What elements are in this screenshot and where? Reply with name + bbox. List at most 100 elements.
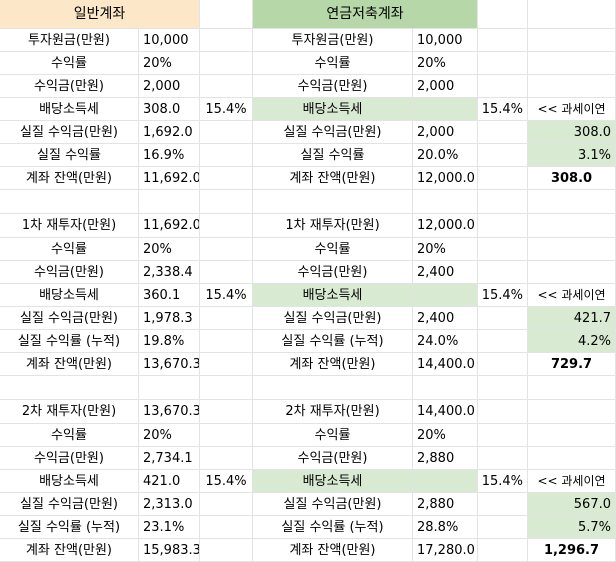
cell-r13-general-value[interactable]: 360.1 xyxy=(139,284,200,307)
cell-r4-general-rate[interactable] xyxy=(200,75,253,98)
cell-r4-general-value[interactable]: 2,000 xyxy=(139,75,200,98)
cell-r6-pension-label[interactable]: 실질 수익금(만원) xyxy=(253,121,413,144)
cell-r1-pension-label[interactable]: 연금저축계좌 xyxy=(253,0,478,29)
cell-r20-general-value[interactable]: 2,734.1 xyxy=(139,447,200,470)
cell-r13-pension-diff[interactable]: << 과세이연 xyxy=(528,284,616,307)
cell-r3-pension-value[interactable]: 20% xyxy=(413,52,478,75)
cell-r7-general-value[interactable]: 16.9% xyxy=(139,144,200,167)
cell-r24-general-label[interactable]: 계좌 잔액(만원) xyxy=(0,539,139,562)
cell-r21-general-rate[interactable]: 15.4% xyxy=(200,470,253,493)
cell-r21-general-value[interactable]: 421.0 xyxy=(139,470,200,493)
cell-r13-general-rate[interactable]: 15.4% xyxy=(200,284,253,307)
cell-r12-pension-value[interactable]: 2,400 xyxy=(413,261,478,284)
cell-r18-pension-diff[interactable] xyxy=(528,400,616,424)
cell-r16-pension-rate[interactable] xyxy=(478,353,528,376)
cell-r15-pension-value[interactable]: 24.0% xyxy=(413,330,478,353)
cell-r6-general-label[interactable]: 실질 수익금(만원) xyxy=(0,121,139,144)
cell-r17-pension-value[interactable] xyxy=(413,376,478,400)
cell-r10-general-rate[interactable] xyxy=(200,214,253,238)
cell-r13-pension-label[interactable]: 배당소득세 xyxy=(253,284,413,307)
cell-r14-pension-value[interactable]: 2,400 xyxy=(413,307,478,330)
cell-r3-general-rate[interactable] xyxy=(200,52,253,75)
cell-r5-pension-label[interactable]: 배당소득세 xyxy=(253,98,413,121)
cell-r11-general-value[interactable]: 20% xyxy=(139,238,200,261)
cell-r12-general-rate[interactable] xyxy=(200,261,253,284)
cell-r14-pension-rate[interactable] xyxy=(478,307,528,330)
cell-r17-general-rate[interactable] xyxy=(200,376,253,400)
cell-r18-general-value[interactable]: 13,670.3 xyxy=(139,400,200,424)
cell-r18-general-rate[interactable] xyxy=(200,400,253,424)
cell-r2-pension-diff[interactable] xyxy=(528,29,616,52)
cell-r1-pension-diff[interactable] xyxy=(528,0,616,29)
cell-r15-pension-label[interactable]: 실질 수익률 (누적) xyxy=(253,330,413,353)
cell-r7-general-label[interactable]: 실질 수익률 xyxy=(0,144,139,167)
cell-r16-pension-value[interactable]: 14,400.0 xyxy=(413,353,478,376)
cell-r24-pension-diff[interactable]: 1,296.7 xyxy=(528,539,616,562)
cell-r20-pension-rate[interactable] xyxy=(478,447,528,470)
cell-r8-pension-value[interactable]: 12,000.0 xyxy=(413,167,478,190)
cell-r15-general-label[interactable]: 실질 수익률 (누적) xyxy=(0,330,139,353)
cell-r1-pension-rate[interactable] xyxy=(478,0,528,29)
cell-r16-general-label[interactable]: 계좌 잔액(만원) xyxy=(0,353,139,376)
cell-r22-pension-value[interactable]: 2,880 xyxy=(413,493,478,516)
cell-r14-pension-label[interactable]: 실질 수익금(만원) xyxy=(253,307,413,330)
cell-r4-pension-label[interactable]: 수익금(만원) xyxy=(253,75,413,98)
cell-r3-general-value[interactable]: 20% xyxy=(139,52,200,75)
cell-r11-general-rate[interactable] xyxy=(200,238,253,261)
cell-r7-general-rate[interactable] xyxy=(200,144,253,167)
cell-r3-pension-diff[interactable] xyxy=(528,52,616,75)
cell-r21-pension-label[interactable]: 배당소득세 xyxy=(253,470,413,493)
cell-r23-general-value[interactable]: 23.1% xyxy=(139,516,200,539)
cell-r2-pension-value[interactable]: 10,000 xyxy=(413,29,478,52)
cell-r19-general-value[interactable]: 20% xyxy=(139,424,200,447)
cell-r7-pension-label[interactable]: 실질 수익률 xyxy=(253,144,413,167)
cell-r6-pension-diff[interactable]: 308.0 xyxy=(528,121,616,144)
cell-r24-general-value[interactable]: 15,983.3 xyxy=(139,539,200,562)
cell-r22-pension-label[interactable]: 실질 수익금(만원) xyxy=(253,493,413,516)
cell-r5-general-rate[interactable]: 15.4% xyxy=(200,98,253,121)
cell-r8-general-rate[interactable] xyxy=(200,167,253,190)
cell-r24-pension-label[interactable]: 계좌 잔액(만원) xyxy=(253,539,413,562)
cell-r2-general-rate[interactable] xyxy=(200,29,253,52)
cell-r5-general-label[interactable]: 배당소득세 xyxy=(0,98,139,121)
cell-r10-pension-label[interactable]: 1차 재투자(만원) xyxy=(253,214,413,238)
cell-r18-general-label[interactable]: 2차 재투자(만원) xyxy=(0,400,139,424)
cell-r11-pension-value[interactable]: 20% xyxy=(413,238,478,261)
cell-r16-general-rate[interactable] xyxy=(200,353,253,376)
cell-r22-general-value[interactable]: 2,313.0 xyxy=(139,493,200,516)
cell-r9-pension-value[interactable] xyxy=(413,190,478,214)
cell-r24-pension-rate[interactable] xyxy=(478,539,528,562)
cell-r23-pension-rate[interactable] xyxy=(478,516,528,539)
cell-r24-general-rate[interactable] xyxy=(200,539,253,562)
cell-r3-pension-label[interactable]: 수익률 xyxy=(253,52,413,75)
cell-r2-pension-rate[interactable] xyxy=(478,29,528,52)
cell-r2-general-label[interactable]: 투자원금(만원) xyxy=(0,29,139,52)
cell-r13-pension-rate[interactable]: 15.4% xyxy=(478,284,528,307)
cell-r6-pension-value[interactable]: 2,000 xyxy=(413,121,478,144)
cell-r3-general-label[interactable]: 수익률 xyxy=(0,52,139,75)
cell-r20-general-label[interactable]: 수익금(만원) xyxy=(0,447,139,470)
cell-r2-general-value[interactable]: 10,000 xyxy=(139,29,200,52)
cell-r9-general-value[interactable] xyxy=(139,190,200,214)
cell-r15-general-rate[interactable] xyxy=(200,330,253,353)
cell-r18-pension-label[interactable]: 2차 재투자(만원) xyxy=(253,400,413,424)
cell-r8-pension-label[interactable]: 계좌 잔액(만원) xyxy=(253,167,413,190)
cell-r16-pension-label[interactable]: 계좌 잔액(만원) xyxy=(253,353,413,376)
cell-r12-pension-diff[interactable] xyxy=(528,261,616,284)
cell-r15-pension-rate[interactable] xyxy=(478,330,528,353)
cell-r20-general-rate[interactable] xyxy=(200,447,253,470)
cell-r10-pension-diff[interactable] xyxy=(528,214,616,238)
cell-r21-pension-diff[interactable]: << 과세이연 xyxy=(528,470,616,493)
cell-r14-general-value[interactable]: 1,978.3 xyxy=(139,307,200,330)
cell-r23-general-label[interactable]: 실질 수익률 (누적) xyxy=(0,516,139,539)
cell-r16-pension-diff[interactable]: 729.7 xyxy=(528,353,616,376)
cell-r5-pension-rate[interactable]: 15.4% xyxy=(478,98,528,121)
cell-r19-general-label[interactable]: 수익률 xyxy=(0,424,139,447)
cell-r7-pension-value[interactable]: 20.0% xyxy=(413,144,478,167)
cell-r22-general-rate[interactable] xyxy=(200,493,253,516)
cell-r4-pension-diff[interactable] xyxy=(528,75,616,98)
cell-r9-pension-diff[interactable] xyxy=(528,190,616,214)
cell-r12-general-label[interactable]: 수익금(만원) xyxy=(0,261,139,284)
cell-r7-pension-diff[interactable]: 3.1% xyxy=(528,144,616,167)
cell-r8-pension-diff[interactable]: 308.0 xyxy=(528,167,616,190)
